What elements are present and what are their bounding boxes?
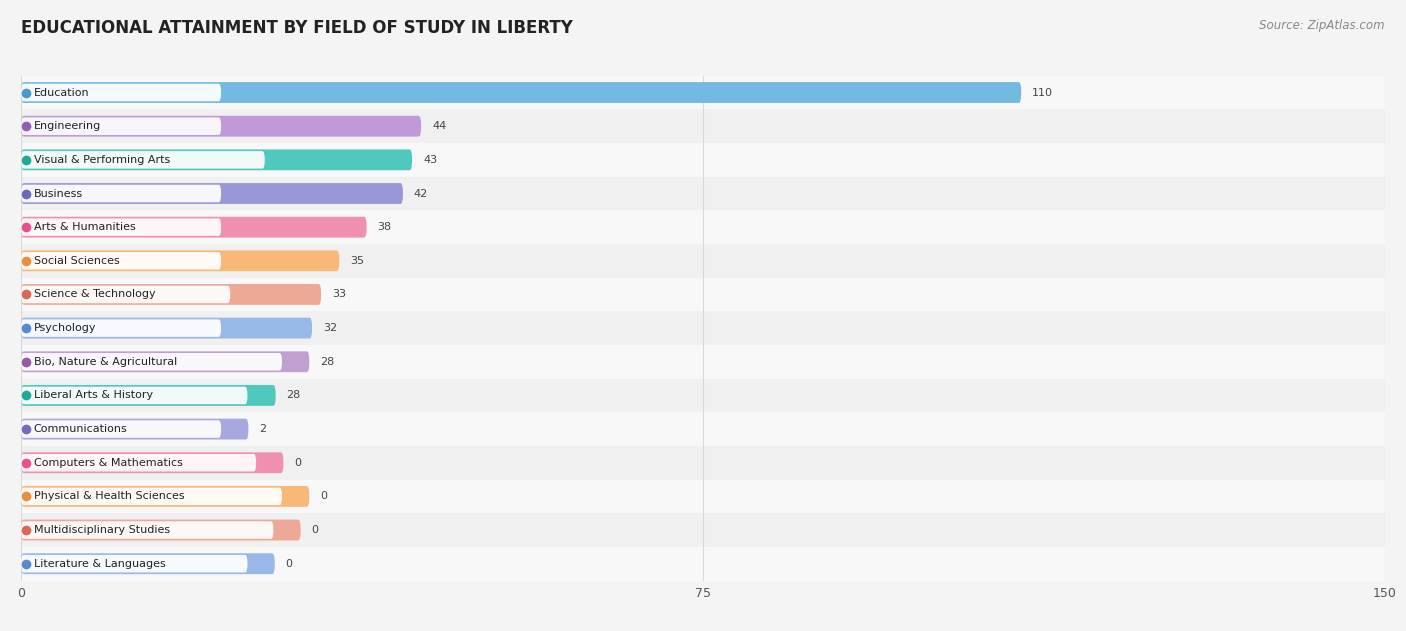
Text: EDUCATIONAL ATTAINMENT BY FIELD OF STUDY IN LIBERTY: EDUCATIONAL ATTAINMENT BY FIELD OF STUDY… [21, 19, 574, 37]
Text: 44: 44 [432, 121, 446, 131]
Bar [21, 513, 1385, 547]
Text: Literature & Languages: Literature & Languages [34, 558, 166, 569]
Text: Engineering: Engineering [34, 121, 101, 131]
Text: 42: 42 [413, 189, 427, 199]
Text: 0: 0 [294, 457, 301, 468]
FancyBboxPatch shape [21, 486, 309, 507]
Bar [21, 412, 1385, 446]
Bar [21, 143, 1385, 177]
Text: 0: 0 [285, 558, 292, 569]
Bar [21, 446, 1385, 480]
Text: Business: Business [34, 189, 83, 199]
FancyBboxPatch shape [21, 351, 309, 372]
Text: Source: ZipAtlas.com: Source: ZipAtlas.com [1260, 19, 1385, 32]
FancyBboxPatch shape [21, 151, 264, 168]
FancyBboxPatch shape [21, 117, 221, 135]
FancyBboxPatch shape [21, 317, 312, 339]
Text: 110: 110 [1032, 88, 1053, 98]
Text: Science & Technology: Science & Technology [34, 290, 156, 300]
Bar [21, 244, 1385, 278]
Text: 32: 32 [323, 323, 337, 333]
FancyBboxPatch shape [21, 82, 1021, 103]
Text: Physical & Health Sciences: Physical & Health Sciences [34, 492, 184, 502]
Text: Visual & Performing Arts: Visual & Performing Arts [34, 155, 170, 165]
FancyBboxPatch shape [21, 521, 273, 539]
Bar [21, 76, 1385, 109]
FancyBboxPatch shape [21, 555, 247, 572]
Bar [21, 547, 1385, 581]
Text: Multidisciplinary Studies: Multidisciplinary Studies [34, 525, 170, 535]
FancyBboxPatch shape [21, 284, 321, 305]
Text: Computers & Mathematics: Computers & Mathematics [34, 457, 183, 468]
Bar [21, 480, 1385, 513]
FancyBboxPatch shape [21, 353, 283, 370]
Bar [21, 109, 1385, 143]
Text: 28: 28 [321, 357, 335, 367]
FancyBboxPatch shape [21, 319, 221, 337]
FancyBboxPatch shape [21, 251, 339, 271]
Text: 0: 0 [312, 525, 319, 535]
Bar [21, 210, 1385, 244]
Bar [21, 177, 1385, 210]
Text: 33: 33 [332, 290, 346, 300]
FancyBboxPatch shape [21, 488, 283, 505]
FancyBboxPatch shape [21, 183, 404, 204]
Bar [21, 345, 1385, 379]
Text: Arts & Humanities: Arts & Humanities [34, 222, 135, 232]
Text: 28: 28 [287, 391, 301, 401]
FancyBboxPatch shape [21, 454, 256, 471]
Text: 35: 35 [350, 256, 364, 266]
FancyBboxPatch shape [21, 218, 221, 236]
FancyBboxPatch shape [21, 418, 249, 440]
FancyBboxPatch shape [21, 185, 221, 203]
FancyBboxPatch shape [21, 286, 231, 304]
Text: 0: 0 [321, 492, 328, 502]
FancyBboxPatch shape [21, 452, 284, 473]
FancyBboxPatch shape [21, 216, 367, 238]
FancyBboxPatch shape [21, 387, 247, 404]
Text: Education: Education [34, 88, 90, 98]
FancyBboxPatch shape [21, 385, 276, 406]
Text: Communications: Communications [34, 424, 128, 434]
FancyBboxPatch shape [21, 252, 221, 269]
FancyBboxPatch shape [21, 420, 221, 438]
Bar [21, 311, 1385, 345]
Bar [21, 278, 1385, 311]
Text: Bio, Nature & Agricultural: Bio, Nature & Agricultural [34, 357, 177, 367]
FancyBboxPatch shape [21, 150, 412, 170]
Text: 38: 38 [377, 222, 392, 232]
Bar [21, 379, 1385, 412]
Text: 43: 43 [423, 155, 437, 165]
Text: Liberal Arts & History: Liberal Arts & History [34, 391, 153, 401]
Text: 2: 2 [259, 424, 266, 434]
Text: Social Sciences: Social Sciences [34, 256, 120, 266]
FancyBboxPatch shape [21, 519, 301, 541]
FancyBboxPatch shape [21, 84, 221, 102]
Text: Psychology: Psychology [34, 323, 97, 333]
FancyBboxPatch shape [21, 115, 422, 137]
FancyBboxPatch shape [21, 553, 274, 574]
